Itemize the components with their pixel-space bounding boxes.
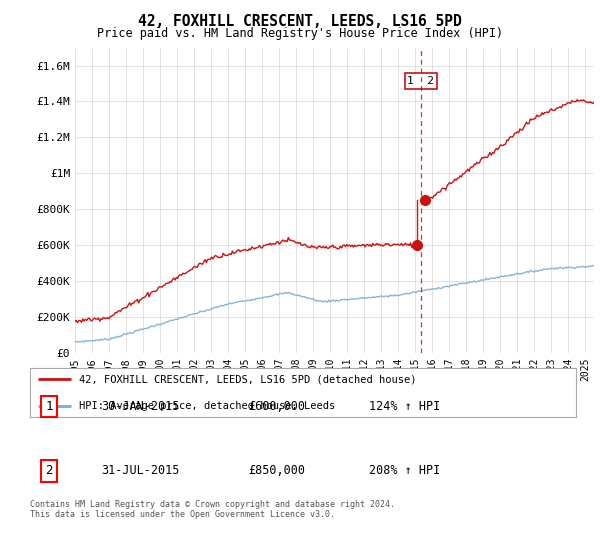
Text: 42, FOXHILL CRESCENT, LEEDS, LS16 5PD: 42, FOXHILL CRESCENT, LEEDS, LS16 5PD [138,14,462,29]
Text: Price paid vs. HM Land Registry's House Price Index (HPI): Price paid vs. HM Land Registry's House … [97,27,503,40]
Text: 42, FOXHILL CRESCENT, LEEDS, LS16 5PD (detached house): 42, FOXHILL CRESCENT, LEEDS, LS16 5PD (d… [79,374,416,384]
Text: 2: 2 [46,464,53,478]
Text: £850,000: £850,000 [248,464,305,478]
Text: £600,000: £600,000 [248,400,305,413]
Text: 31-JUL-2015: 31-JUL-2015 [101,464,179,478]
Text: 208% ↑ HPI: 208% ↑ HPI [368,464,440,478]
Text: 124% ↑ HPI: 124% ↑ HPI [368,400,440,413]
Text: HPI: Average price, detached house, Leeds: HPI: Average price, detached house, Leed… [79,401,335,411]
Text: 1: 1 [46,400,53,413]
Text: 30-JAN-2015: 30-JAN-2015 [101,400,179,413]
Text: Contains HM Land Registry data © Crown copyright and database right 2024.
This d: Contains HM Land Registry data © Crown c… [30,500,395,519]
Text: 1  2: 1 2 [407,76,434,86]
